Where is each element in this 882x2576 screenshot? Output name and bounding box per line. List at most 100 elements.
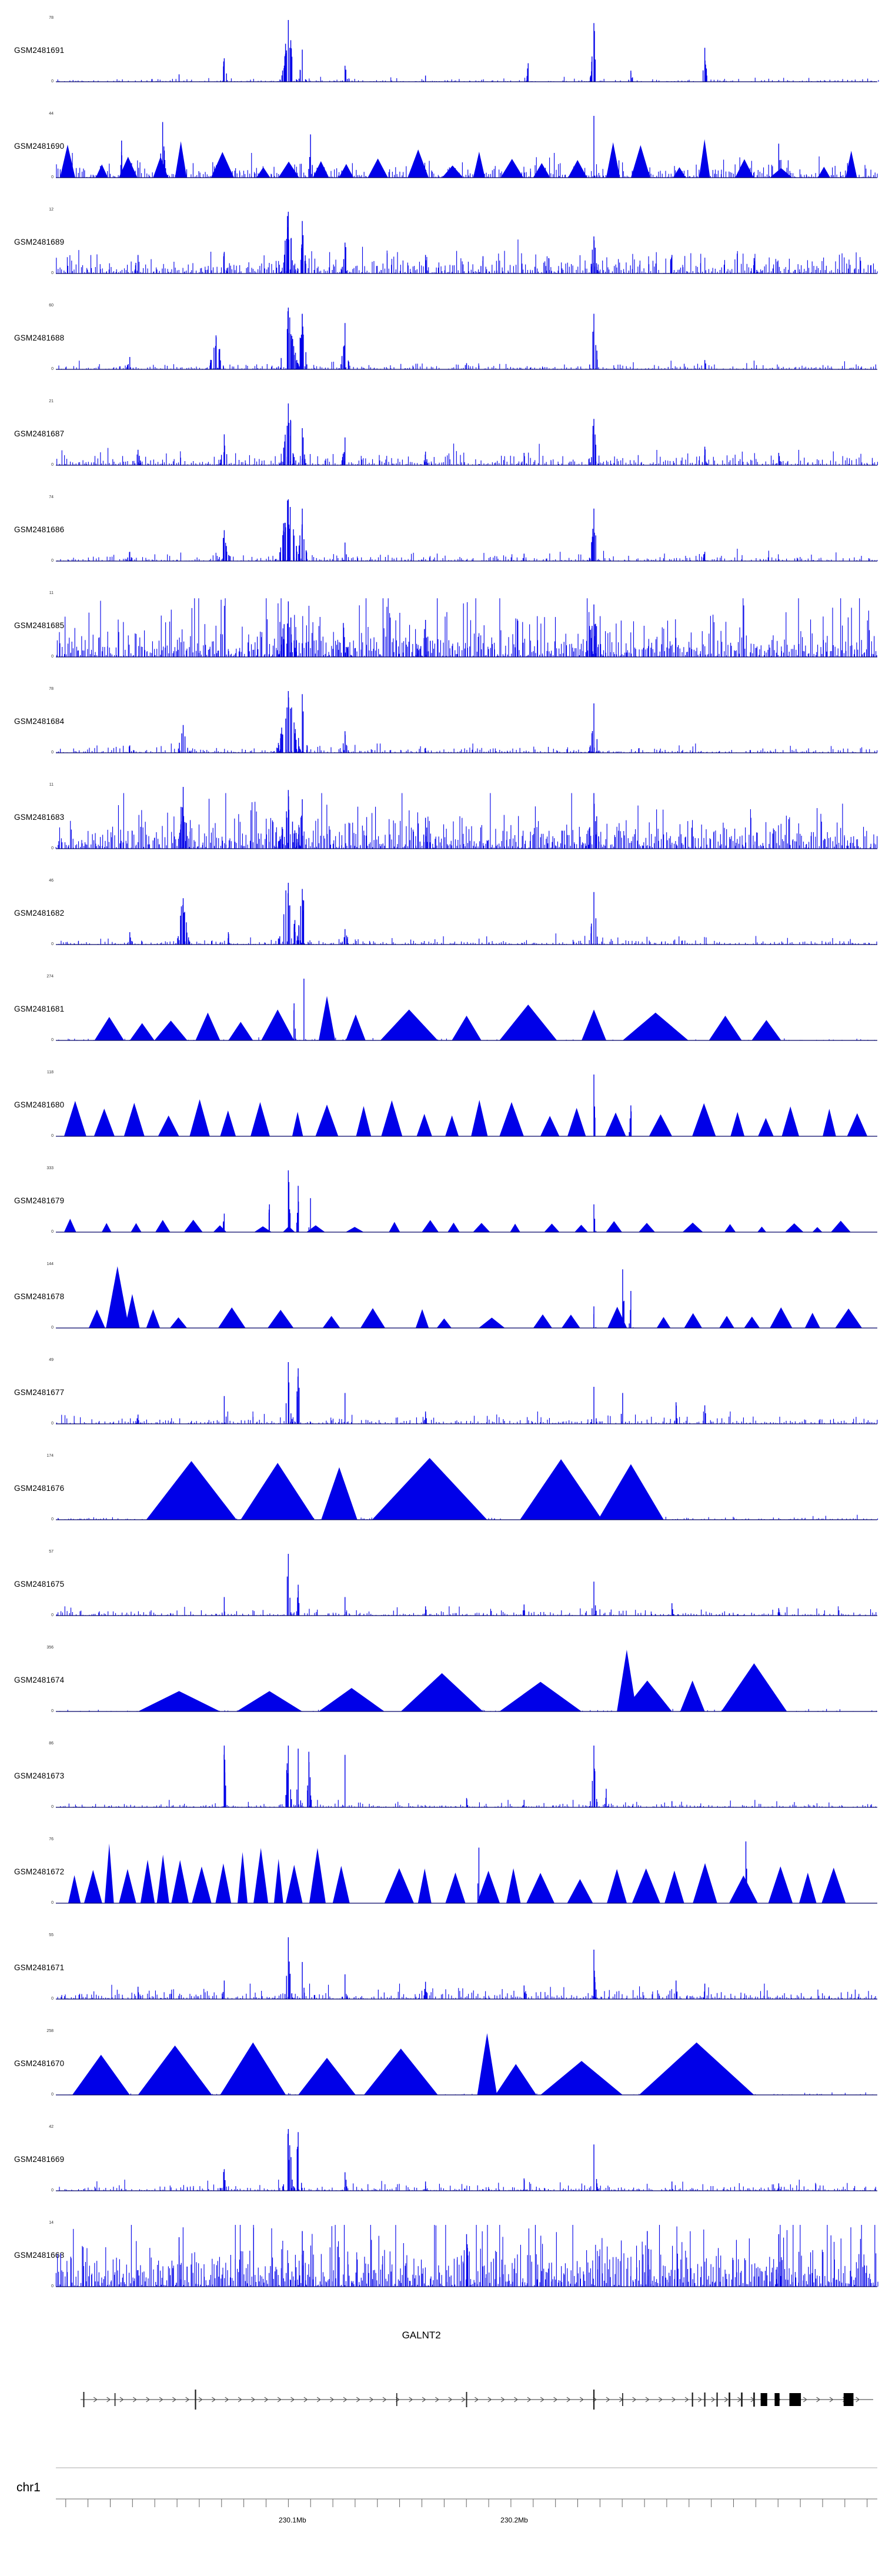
track-ymax-value: 76: [49, 1837, 54, 1841]
track-ymax-value: 46: [49, 879, 54, 883]
track-plot: 55 0: [49, 1933, 877, 2001]
ruler-axis: 230.1Mb 230.2Mb: [56, 2467, 877, 2524]
track-ymax-value: 57: [49, 1550, 54, 1554]
track-yzero-value: 0: [51, 655, 54, 659]
coordinate-ruler-section: chr1 230.1Mb 230.2Mb: [0, 2461, 882, 2576]
track-signal-plot: [55, 787, 878, 849]
track-signal-plot: [56, 1937, 877, 2000]
track-plot: 118 0: [47, 1070, 877, 1138]
track-label: GSM2481686: [14, 525, 65, 534]
track-label: GSM2481679: [14, 1196, 65, 1205]
track-plot: 12 0: [49, 208, 878, 275]
track-row: GSM2481689 12 0: [0, 202, 882, 298]
track-label: GSM2481674: [14, 1676, 65, 1684]
track-signal-plot: [56, 2129, 877, 2191]
track-ymax-value: 258: [46, 2029, 54, 2033]
track-ymax-value: 42: [49, 2125, 54, 2129]
track-label: GSM2481685: [14, 621, 65, 630]
track-label: GSM2481677: [14, 1388, 65, 1397]
track-signal-plot: [56, 308, 877, 370]
track-yzero-value: 0: [51, 79, 54, 84]
track-label: GSM2481688: [14, 333, 65, 342]
track-yzero-value: 0: [51, 1517, 54, 1521]
track-ymax-value: 74: [49, 495, 54, 499]
track-ymax-value: 86: [49, 1741, 54, 1746]
track-signal-plot: [56, 1170, 877, 1233]
track-plot: 49 0: [49, 1358, 878, 1426]
track-label: GSM2481681: [14, 1005, 65, 1013]
track-yzero-value: 0: [51, 1134, 54, 1138]
track-signal-plot: [56, 1266, 877, 1329]
track-label: GSM2481669: [14, 2155, 65, 2164]
track-signal-plot: [56, 1554, 877, 1616]
track-yzero-value: 0: [51, 942, 54, 946]
track-ymax-value: 144: [46, 1262, 54, 1266]
track-signal-plot: [56, 1746, 877, 1808]
track-label: GSM2481687: [14, 429, 65, 438]
track-yzero-value: 0: [51, 463, 54, 467]
track-label: GSM2481668: [14, 2251, 65, 2260]
track-ymax-value: 49: [49, 1358, 54, 1362]
track-signal-plot: [56, 979, 877, 1041]
track-row: GSM2481671 55 0: [0, 1928, 882, 2024]
track-plot: 57 0: [49, 1550, 877, 1617]
track-row: GSM2481669 42 0: [0, 2120, 882, 2215]
track-row: GSM2481676 174 0: [0, 1449, 882, 1544]
track-yzero-value: 0: [51, 367, 54, 371]
track-label: GSM2481690: [14, 142, 65, 151]
track-label: GSM2481691: [14, 46, 65, 55]
track-row: GSM2481673 86 0: [0, 1736, 882, 1832]
track-plot: 14 0: [49, 2221, 878, 2288]
track-row: GSM2481672 76 0: [0, 1832, 882, 1928]
track-signal-plot: [56, 403, 878, 466]
track-row: GSM2481670 258 0: [0, 2024, 882, 2120]
track-signal-plot: [56, 1362, 878, 1424]
track-ymax-value: 60: [49, 303, 54, 308]
track-row: GSM2481688 60 0: [0, 298, 882, 394]
track-label: GSM2481684: [14, 717, 65, 726]
track-signal-plot: [56, 883, 877, 945]
track-ymax-value: 333: [46, 1166, 54, 1170]
track-ymax-value: 118: [46, 1070, 54, 1075]
track-label: GSM2481689: [14, 238, 65, 246]
track-ymax-value: 14: [49, 2221, 54, 2225]
track-yzero-value: 0: [51, 1326, 54, 1330]
track-plot: 78 0: [49, 687, 878, 755]
track-row: GSM2481668 14 0: [0, 2215, 882, 2311]
track-signal-plot: [56, 20, 879, 82]
track-label: GSM2481676: [14, 1484, 65, 1493]
track-yzero-value: 0: [51, 846, 54, 850]
track-ymax-value: 11: [49, 591, 54, 595]
track-yzero-value: 0: [51, 2284, 54, 2288]
track-plot: 86 0: [49, 1741, 877, 1809]
track-yzero-value: 0: [51, 1805, 54, 1809]
track-signal-plot: [56, 116, 878, 178]
track-ymax-value: 78: [49, 687, 54, 691]
track-yzero-value: 0: [51, 1230, 54, 1234]
track-label: GSM2481673: [14, 1771, 65, 1780]
track-signal-plot: [56, 1458, 878, 1520]
track-row: GSM2481691 78 0: [0, 11, 882, 106]
track-plot: 11 0: [49, 591, 877, 659]
track-plot: 44 0: [49, 112, 878, 179]
track-yzero-value: 0: [51, 2188, 54, 2193]
tracks-container: GSM2481691 78 0 GSM2481690 44 0 GSM24816…: [0, 11, 882, 2311]
track-label: GSM2481672: [14, 1867, 65, 1876]
track-label: GSM2481671: [14, 1963, 65, 1972]
track-signal-plot: [56, 2033, 877, 2095]
track-signal-plot: [56, 1650, 877, 1712]
track-plot: 356 0: [46, 1646, 877, 1713]
track-row: GSM2481682 46 0: [0, 873, 882, 969]
track-label: GSM2481682: [14, 909, 65, 917]
track-signal-plot: [56, 691, 878, 753]
svg-text:230.2Mb: 230.2Mb: [500, 2516, 528, 2524]
track-ymax-value: 12: [49, 208, 54, 212]
track-plot: 78 0: [49, 16, 879, 84]
track-row: GSM2481674 356 0: [0, 1640, 882, 1736]
track-plot: 76 0: [49, 1837, 877, 1905]
track-ymax-value: 44: [49, 112, 54, 116]
track-row: GSM2481687 21 0: [0, 394, 882, 490]
track-plot: 144 0: [46, 1262, 877, 1330]
track-row: GSM2481684 78 0: [0, 682, 882, 778]
track-plot: 74 0: [49, 495, 878, 563]
